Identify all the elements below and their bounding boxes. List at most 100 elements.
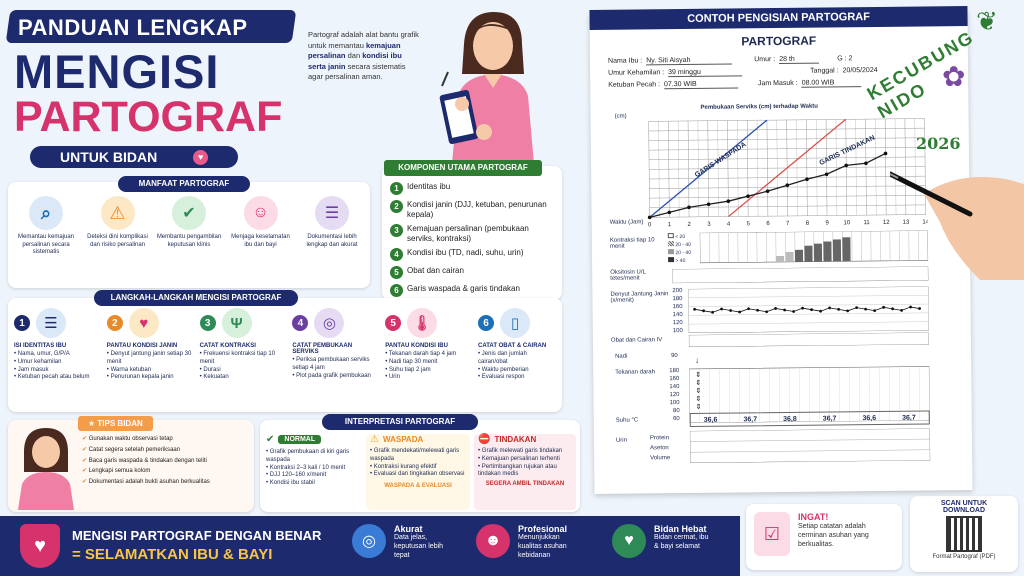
step-5: 5🌡 PANTAU KONDISI IBU Tekanan darah tiap… bbox=[385, 306, 471, 382]
djj-point bbox=[882, 305, 885, 309]
step-1: 1☰ ISI IDENTITAS IBU Nama, umur, G/P/AUm… bbox=[14, 306, 100, 382]
grid-line bbox=[819, 367, 820, 422]
tips-item: ✔ Baca garis waspada & tindakan dengan t… bbox=[82, 457, 207, 464]
grid-line bbox=[649, 175, 926, 180]
step-title: ISI IDENTITAS IBU bbox=[14, 343, 67, 349]
midwife-illustration bbox=[439, 12, 534, 164]
grid-line bbox=[859, 367, 860, 422]
x-tick-label: 14 bbox=[922, 219, 927, 225]
tips-list: ✔ Gunakan waktu observasi tetap ✔ Catat … bbox=[82, 436, 250, 487]
oksitosin-label: Oksitosin U/L tetes/menit bbox=[610, 269, 646, 282]
grid-line bbox=[919, 366, 920, 421]
iv-bag-icon: ▯ bbox=[499, 308, 530, 338]
djj-point bbox=[846, 309, 850, 313]
nadi-label: Nadi bbox=[615, 353, 628, 360]
intro-text: Partograf adalah alat bantu grafik untuk… bbox=[308, 30, 419, 81]
djj-point bbox=[729, 309, 733, 312]
data-point bbox=[765, 189, 770, 193]
suhu-label: Suhu °C bbox=[615, 417, 639, 424]
thermometer-icon: 🌡 bbox=[407, 308, 438, 338]
td-arrow: ⇕ bbox=[695, 387, 701, 395]
urin-label: Urin bbox=[615, 437, 628, 444]
td-arrow: ⇕ bbox=[696, 403, 702, 411]
djj-point bbox=[693, 307, 696, 311]
komponen-item: 6 Garis waspada & garis tindakan bbox=[390, 284, 558, 298]
flower-icon: ✿ bbox=[942, 61, 966, 92]
tips-item: ✔ Catat segera setelah pemeriksaan bbox=[82, 446, 181, 453]
check-icon: ✔ bbox=[82, 436, 88, 442]
title-top: PANDUAN LENGKAP bbox=[18, 15, 248, 40]
djj-point bbox=[801, 306, 804, 310]
djj-point bbox=[900, 308, 904, 312]
badge-label: UNTUK BIDAN bbox=[60, 149, 158, 165]
suhu-cell: 36,8 bbox=[783, 415, 797, 423]
djj-point bbox=[792, 310, 796, 313]
djj-point bbox=[810, 308, 814, 312]
suhu-row: 36,6 36,7 36,8 36,7 36,6 36,7 bbox=[689, 410, 930, 427]
grid-line bbox=[739, 368, 740, 423]
djj-point bbox=[738, 310, 742, 314]
grid-line bbox=[769, 368, 770, 423]
warning-icon: ⚠ bbox=[100, 196, 135, 230]
data-point bbox=[785, 183, 790, 188]
grid-line bbox=[648, 137, 925, 141]
djj-point bbox=[783, 308, 787, 312]
series-line bbox=[649, 119, 768, 218]
normal-badge: ✔ NORMAL bbox=[266, 434, 362, 445]
manfaat-item: ☰ Dokumentasi lebih lengkap dan akurat bbox=[298, 196, 366, 257]
grid-frame bbox=[688, 286, 929, 333]
footer-akurat: ◎ Akurat Data jelas, keputusan lebih tepa… bbox=[352, 524, 446, 560]
komponen-item: 4 Kondisi ibu (TD, nadi, suhu, urin) bbox=[390, 248, 558, 262]
td-chart: ↓⇕⇕⇕⇕⇕ bbox=[689, 356, 930, 423]
x-tick-label: 1 bbox=[668, 222, 672, 228]
footer-line2: = SELAMATKAN IBU & BAYI bbox=[72, 546, 273, 563]
tips-title: ★ TIPS BIDAN bbox=[78, 416, 153, 431]
djj-point bbox=[864, 307, 868, 311]
x-tick-label: 13 bbox=[903, 220, 910, 226]
check-icon: ✔ bbox=[82, 479, 88, 486]
shield-heart-icon: ♥ bbox=[20, 524, 60, 568]
grid-line bbox=[709, 368, 710, 423]
grid-line bbox=[688, 295, 929, 298]
step-2: 2♥ PANTAU KONDISI JANIN Denyut jantung j… bbox=[106, 306, 193, 382]
qr-code-icon[interactable] bbox=[946, 516, 982, 552]
hand-pen-illustration bbox=[890, 171, 1024, 280]
x-tick-label: 12 bbox=[883, 220, 890, 226]
step-4: 4◎ CATAT PEMBUKAAN SERVIKS Periksa pembu… bbox=[292, 306, 378, 382]
grid-line bbox=[649, 214, 926, 218]
djj-chart bbox=[688, 286, 929, 333]
grid-line bbox=[779, 368, 780, 423]
grid-line bbox=[649, 204, 926, 209]
djj-point bbox=[702, 309, 706, 313]
check-icon: ✔ bbox=[82, 446, 88, 453]
td-arrow: ⇕ bbox=[695, 379, 701, 387]
x-tick-label: 3 bbox=[707, 222, 711, 228]
grid-line bbox=[688, 312, 929, 316]
interp-normal: ✔NORMAL Grafik pembukaan di kiri garis w… bbox=[266, 434, 362, 488]
clipboard-icon: ☰ bbox=[36, 308, 66, 338]
djj-point bbox=[819, 309, 823, 313]
oksitosin-grid bbox=[672, 266, 929, 284]
title-line1: MENGISI bbox=[14, 45, 220, 98]
grid-line bbox=[688, 321, 929, 325]
footer-bidan-hebat: ♥ Bidan Hebat Bidan cermat, ibu & bayi se… bbox=[612, 524, 710, 558]
step-6: 6▯ CATAT OBAT & CAIRAN Jenis dan jumlah … bbox=[477, 306, 558, 382]
waktu-label: Waktu (Jam) bbox=[609, 219, 644, 226]
manfaat-item: ☺ Menjaga keselamatan ibu dan bayi bbox=[227, 196, 295, 257]
magnifier-icon: ⌕ bbox=[29, 196, 63, 230]
djj-point bbox=[909, 305, 912, 309]
manfaat-title: MANFAAT PARTOGRAF bbox=[118, 176, 250, 192]
langkah-steps: 1☰ ISI IDENTITAS IBU Nama, umur, G/P/AUm… bbox=[14, 306, 558, 382]
grid-line bbox=[839, 367, 840, 422]
data-point bbox=[726, 199, 731, 203]
langkah-title: LANGKAH-LANGKAH MENGISI PARTOGRAF bbox=[94, 290, 298, 306]
step-title: CATAT KONTRAKSI bbox=[199, 343, 256, 349]
step-title: CATAT PEMBUKAAN SERVIKS bbox=[292, 343, 353, 355]
td-arrow: ⇕ bbox=[695, 371, 701, 379]
interp-waspada: ⚠WASPADA Grafik mendekati/melewati garis… bbox=[366, 434, 470, 510]
scan-box[interactable]: SCAN UNTUK DOWNLOAD Format Partograf (PD… bbox=[910, 496, 1018, 572]
djj-point bbox=[774, 307, 777, 310]
grid-line bbox=[699, 368, 700, 423]
grid-line bbox=[719, 368, 720, 423]
clipboard-check-icon: ☑ bbox=[754, 512, 790, 556]
